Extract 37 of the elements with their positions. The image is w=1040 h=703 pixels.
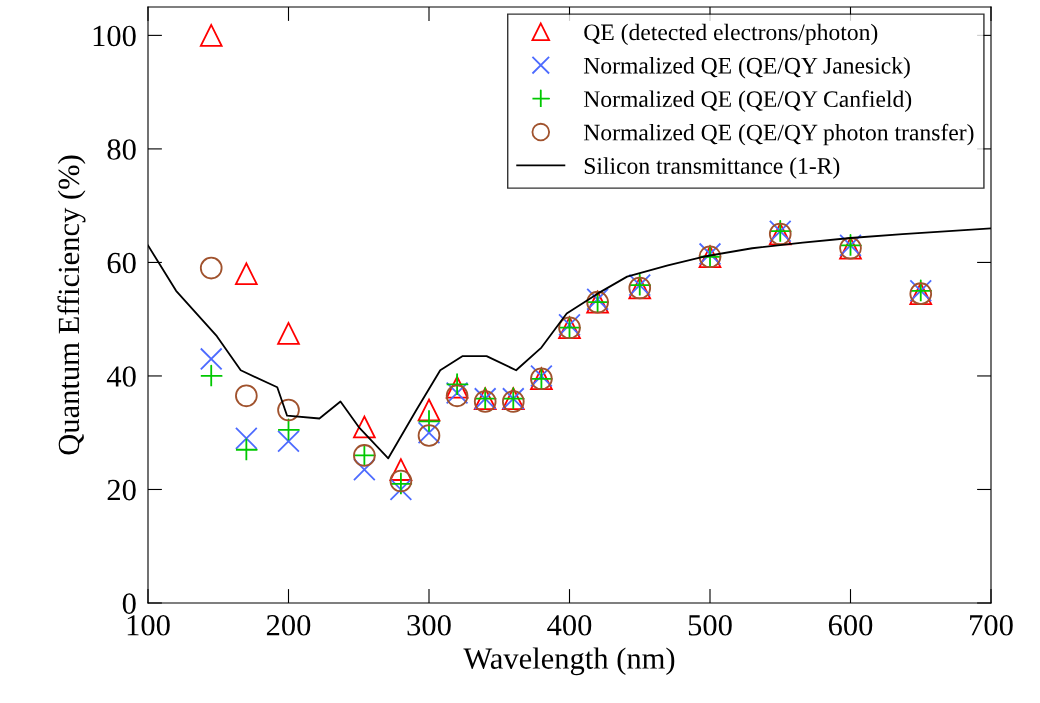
legend-label: Normalized QE (QE/QY Janesick) <box>583 57 910 79</box>
legend-label: QE (detected electrons/photon) <box>584 23 878 46</box>
point <box>235 384 258 408</box>
point <box>235 262 258 286</box>
x-tick-label: 500 <box>688 614 732 636</box>
x-tick-label: 600 <box>828 614 873 636</box>
x-tick-label: 700 <box>970 614 1013 636</box>
point <box>199 364 223 388</box>
point <box>199 347 223 371</box>
point <box>417 410 441 433</box>
point <box>235 438 258 462</box>
x-tick-label: 100 <box>127 614 170 636</box>
y-tick-label: 80 <box>107 139 136 160</box>
point <box>277 418 300 442</box>
y-tick-label: 100 <box>93 25 136 47</box>
x-tick-label: 200 <box>266 614 311 636</box>
legend-label: Normalized QE (QE/QY Canfield) <box>583 90 912 112</box>
point <box>277 322 300 345</box>
point <box>235 427 258 450</box>
x-tick-label: 400 <box>547 614 592 636</box>
point <box>199 256 223 280</box>
legend-label: Normalized QE (QE/QY photon transfer) <box>583 123 974 146</box>
point <box>389 458 413 481</box>
point <box>277 429 300 453</box>
y-tick-label: 0 <box>122 593 136 614</box>
legend-label: Silicon transmittance (1-R) <box>584 157 840 179</box>
point <box>277 398 300 422</box>
point <box>389 478 413 501</box>
x-axis-title: Wavelength (nm) <box>463 647 675 676</box>
x-tick-label: 300 <box>407 614 451 636</box>
y-tick-label: 20 <box>107 479 136 501</box>
y-axis-title: Quantum Efficiency (%) <box>57 155 86 455</box>
y-tick-label: 60 <box>107 252 136 274</box>
point <box>353 458 376 481</box>
y-tick-label: 40 <box>106 366 136 387</box>
point <box>353 415 376 439</box>
point <box>199 24 223 47</box>
